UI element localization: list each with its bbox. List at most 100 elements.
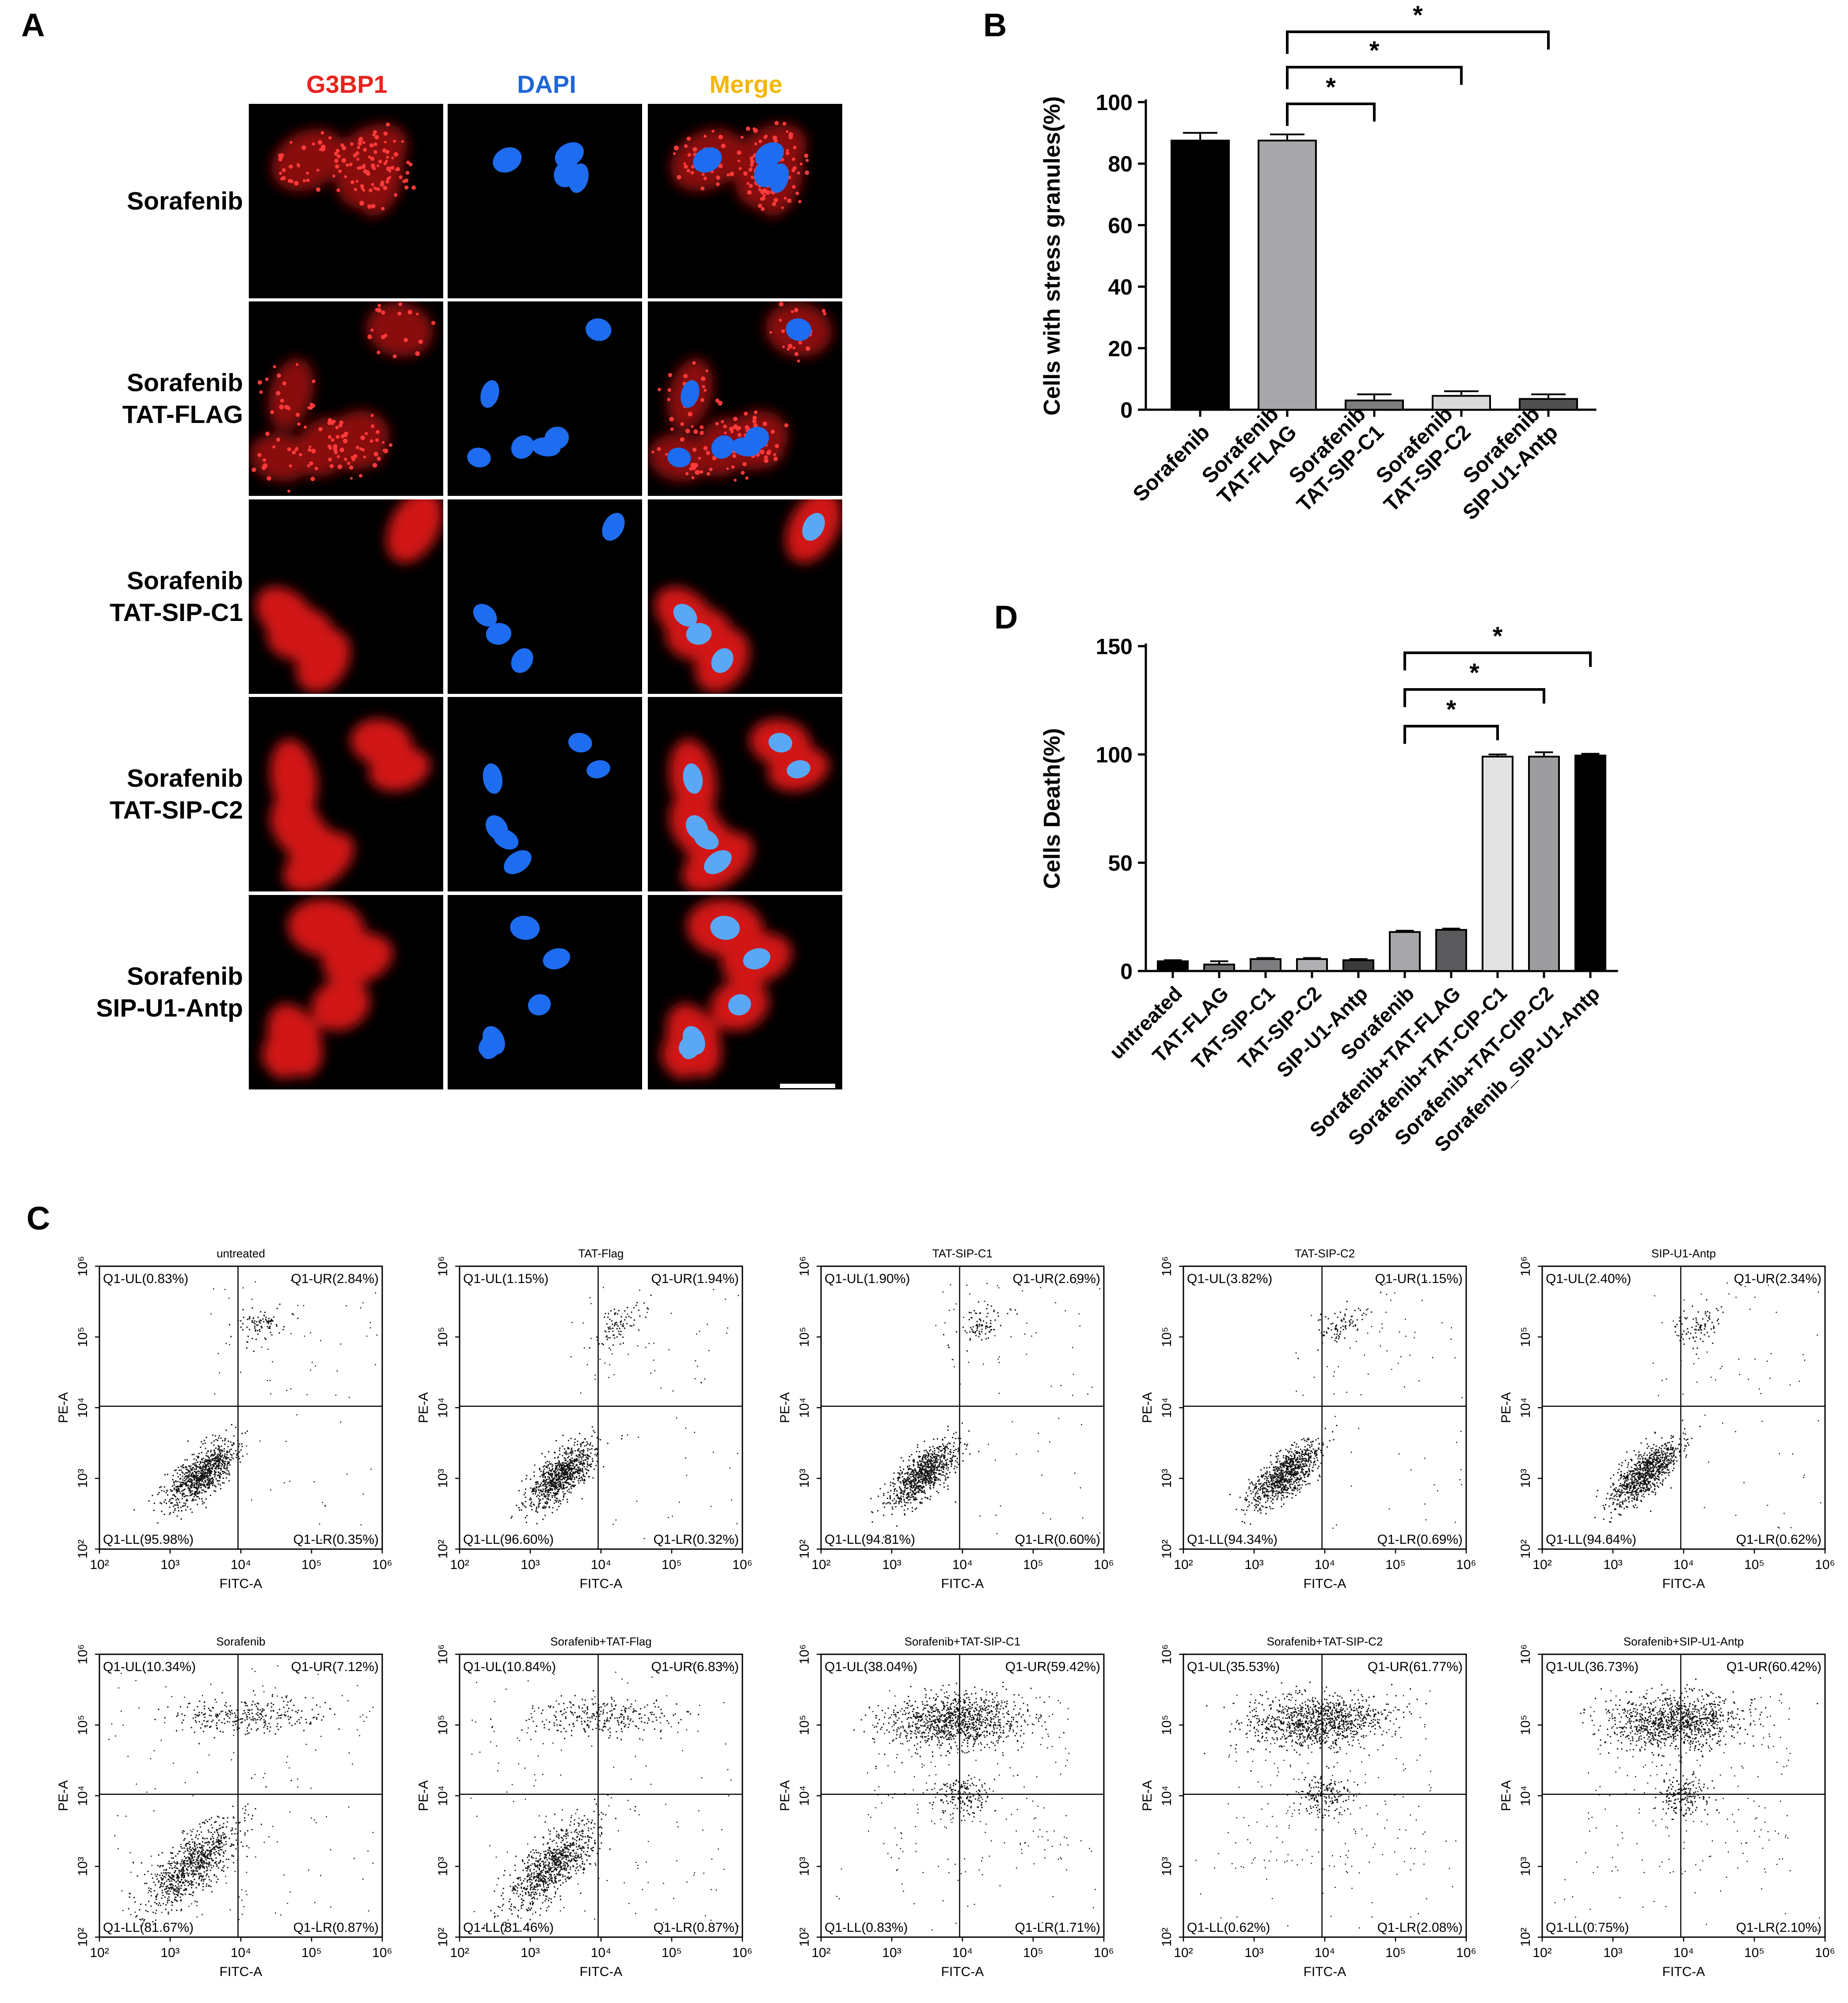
nucleus	[667, 447, 691, 468]
stress-granule	[737, 433, 742, 437]
stress-granule	[356, 157, 360, 161]
stress-granule	[782, 345, 785, 348]
stress-granule	[376, 350, 380, 354]
stress-granule	[370, 414, 374, 417]
stress-granule	[764, 134, 768, 138]
x-axis-label: FITC-A	[1662, 1577, 1705, 1591]
y-tick-label: 10³	[76, 1469, 90, 1488]
stress-granule	[334, 158, 338, 163]
quadrant-label-ur: Q1-UR(6.83%)	[651, 1660, 739, 1674]
stress-granule	[658, 388, 661, 392]
x-tick-label: 10⁵	[1385, 1557, 1406, 1572]
x-tick-label: 10⁵	[1023, 1946, 1043, 1960]
cytoplasm-signal	[661, 899, 792, 1079]
tile-g3bp1	[249, 895, 443, 1089]
quadrant-label-lr: Q1-LR(0.32%)	[654, 1532, 739, 1547]
significance-star: *	[1413, 1, 1423, 30]
stress-granule	[758, 188, 762, 191]
x-tick-label: 10²	[450, 1946, 469, 1960]
x-axis-label: FITC-A	[220, 1965, 262, 1979]
tile-image	[467, 318, 612, 468]
tile-merge	[648, 895, 842, 1089]
nucleus	[681, 380, 700, 408]
nucleus	[711, 435, 734, 459]
x-tick-label: 10²	[1532, 1946, 1551, 1960]
quadrant-label-ur: Q1-UR(1.94%)	[651, 1272, 739, 1286]
nucleus	[528, 994, 551, 1016]
tile-image	[271, 122, 416, 217]
stress-granule	[685, 429, 690, 434]
stress-granule	[368, 155, 371, 159]
stress-granule	[265, 431, 270, 436]
stress-granule	[375, 438, 379, 442]
stress-granule	[742, 462, 747, 466]
significance-bracket	[1286, 66, 1463, 89]
quadrant-label-lr: Q1-LR(0.87%)	[293, 1920, 379, 1935]
stress-granule	[289, 179, 293, 183]
y-tick-label: 10³	[1160, 1857, 1174, 1876]
nucleus	[802, 513, 825, 541]
stress-granule	[805, 159, 809, 162]
y-tick-label: 10⁶	[436, 1644, 450, 1664]
quadrant-label-ll: Q1-LL(81.67%)	[103, 1920, 194, 1935]
flow-plot-title: untreated	[217, 1247, 265, 1260]
stress-granule	[385, 180, 389, 184]
flow-plot-title: SIP-U1-Antp	[1651, 1247, 1716, 1260]
stress-granule	[333, 444, 338, 449]
stress-granule	[373, 130, 377, 134]
quadrant-label-ur: Q1-UR(1.15%)	[1375, 1272, 1463, 1286]
x-tick-label: 10³	[521, 1946, 540, 1960]
x-tick-label: 10⁶	[1456, 1946, 1476, 1960]
x-tick-label: 10³	[160, 1946, 179, 1960]
stress-granule	[280, 399, 284, 403]
stress-granule	[309, 461, 313, 466]
stress-granule	[376, 430, 380, 434]
stress-granule	[393, 140, 396, 143]
stress-granule	[377, 304, 381, 308]
stress-granule	[304, 425, 307, 429]
nucleus	[531, 437, 561, 457]
stress-granule	[408, 162, 413, 167]
tile-image	[473, 513, 625, 673]
bar	[1296, 958, 1328, 972]
flow-plot-title: TAT-SIP-C2	[1295, 1247, 1355, 1260]
nucleus	[728, 994, 751, 1016]
y-axis-label: PE-A	[1499, 1392, 1513, 1423]
stress-granule	[390, 166, 395, 170]
stress-granule	[340, 434, 345, 438]
nucleus	[586, 318, 612, 341]
stress-granule	[272, 445, 276, 449]
stress-granule	[371, 424, 375, 428]
stress-granule	[677, 175, 681, 180]
quadrant-label-ll: Q1-LL(96.60%)	[463, 1532, 554, 1547]
stress-granule	[316, 168, 319, 172]
stress-granule	[355, 180, 359, 183]
stress-granule	[693, 429, 698, 434]
stress-granule	[365, 170, 370, 175]
row-label: Sorafenib TAT-FLAG	[66, 367, 243, 430]
stress-granule	[394, 193, 398, 197]
bar	[1482, 755, 1513, 972]
y-tick-label: 10²	[436, 1539, 450, 1558]
stress-granule	[774, 121, 779, 126]
stress-granule	[383, 162, 387, 165]
bar	[1389, 931, 1421, 972]
x-tick-label: 10⁵	[1385, 1946, 1406, 1960]
stress-granule	[781, 158, 784, 162]
stress-granule	[382, 441, 385, 444]
stress-granule	[760, 207, 765, 211]
stress-granule	[670, 427, 674, 431]
stress-granule	[404, 185, 409, 190]
stress-granule	[683, 373, 688, 378]
nucleus	[586, 760, 610, 779]
stress-granule	[373, 142, 377, 146]
event-dots	[870, 1280, 1101, 1538]
nucleus	[511, 435, 534, 459]
flow-plot: Sorafenib+TAT-Flag 10² 10³ 10⁴ 10⁵ 10⁶ 10² 10³ 1…	[416, 1635, 753, 1979]
row-label-line1: Sorafenib	[127, 187, 243, 215]
y-tick-label: 10⁵	[1518, 1327, 1533, 1347]
y-tick-label: 0	[1120, 398, 1133, 423]
quadrant-label-ul: Q1-UL(38.04%)	[825, 1660, 917, 1674]
y-tick-label: 10⁴	[797, 1786, 812, 1806]
tile-merge	[648, 697, 842, 891]
